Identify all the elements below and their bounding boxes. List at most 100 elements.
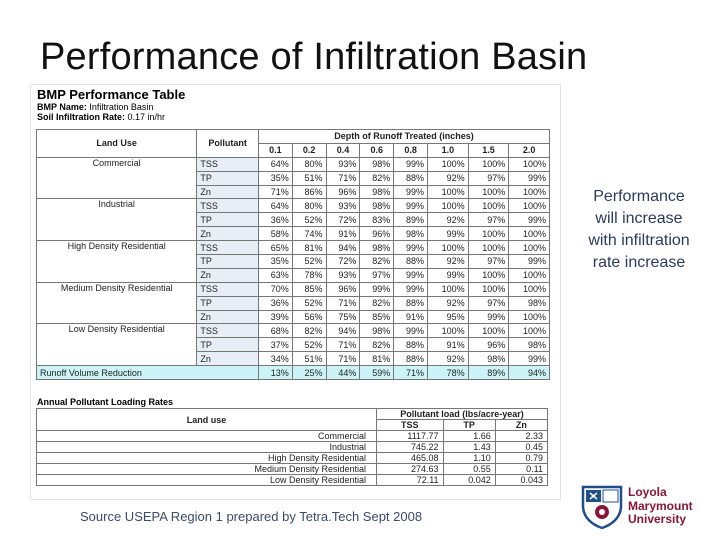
removal-cell: 98%: [393, 226, 429, 242]
removal-cell: 100%: [467, 323, 510, 339]
pollutant-cell: TP: [196, 254, 259, 269]
pollutant-cell: TSS: [196, 156, 259, 172]
removal-cell: 52%: [291, 212, 327, 228]
bmp-performance-table-image: BMP Performance Table BMP Name: Infiltra…: [30, 84, 561, 500]
removal-cell: 99%: [508, 212, 550, 228]
removal-cell: 99%: [508, 254, 550, 269]
table-row: Zn 34% 51% 71% 81% 88% 92% 98% 99%: [37, 351, 550, 367]
pollutant-cell: TSS: [196, 198, 259, 214]
removal-cell: 100%: [427, 323, 469, 339]
bmp-name-value: Infiltration Basin: [89, 102, 154, 112]
header-zn: Zn: [494, 419, 549, 431]
tss-cell: 745.22: [376, 441, 444, 453]
removal-cell: 99%: [393, 240, 429, 256]
removal-cell: 100%: [508, 226, 550, 242]
zn-cell: 0.043: [494, 474, 549, 486]
removal-cell: 82%: [359, 170, 395, 186]
removal-cell: 52%: [291, 337, 327, 353]
removal-cell: 100%: [508, 309, 550, 325]
removal-cell: 100%: [508, 240, 550, 256]
table-row: Industrial TSS 64% 80% 93% 98% 99% 100% 100% 100%: [35, 198, 550, 242]
soil-rate-value: 0.17 in/hr: [127, 112, 166, 122]
table-row: Industrial 745.22 1.43 0.45: [36, 441, 549, 453]
removal-cell: 98%: [359, 184, 395, 200]
pollutant-cell: TP: [196, 295, 259, 311]
loading-table-body: Commercial 1117.77 1.66 2.33 Industrial 745.2…: [36, 430, 549, 486]
removal-cell: 100%: [467, 184, 510, 200]
table-row: Commercial 1117.77 1.66 2.33: [36, 430, 549, 442]
loading-rates-table: Land use Pollutant load (lbs/acre-year) …: [36, 408, 549, 486]
pollutant-cell: Zn: [196, 309, 259, 325]
zn-cell: 0.45: [494, 441, 549, 453]
removal-cell: 89%: [393, 212, 429, 228]
removal-cell: 88%: [393, 295, 429, 311]
table-row: Commercial TSS 64% 80% 93% 98% 99% 100% 100% 100%: [35, 156, 550, 200]
removal-cell: 78%: [291, 267, 327, 283]
removal-cell: 99%: [359, 281, 395, 297]
removal-cell: 98%: [508, 295, 550, 311]
removal-cell: 98%: [359, 198, 395, 214]
university-name-line: Marymount: [628, 498, 693, 513]
table-row: TP 37% 52% 71% 82% 88% 91% 96% 98%: [37, 337, 550, 353]
removal-cell: 99%: [467, 309, 510, 325]
removal-cell: 83%: [359, 212, 395, 228]
removal-cell: 39%: [257, 309, 293, 325]
removal-cell: 100%: [427, 240, 469, 256]
removal-cell: 97%: [467, 295, 510, 311]
runoff-reduction-label: Runoff Volume Reduction: [36, 365, 259, 381]
pollutant-cell: Zn: [196, 226, 259, 242]
table-row: High Density Residential TSS 65% 81% 94% 98% 9…: [35, 240, 550, 283]
removal-cell: 98%: [359, 323, 395, 339]
tss-cell: 72.11: [376, 474, 444, 486]
removal-cell: 99%: [427, 267, 469, 283]
pollutant-cell: TP: [196, 170, 259, 186]
removal-cell: 82%: [359, 295, 395, 311]
tp-cell: 1.43: [442, 441, 496, 453]
removal-cell: 63%: [257, 267, 293, 283]
removal-cell: 82%: [291, 323, 327, 339]
table-row: Zn 39% 56% 75% 85% 91% 95% 99% 100%: [37, 309, 550, 325]
table-row: Medium Density Residential TSS 70% 85% 96% 99…: [35, 281, 550, 325]
removal-cell: 80%: [291, 198, 327, 214]
removal-cell: 100%: [467, 198, 510, 214]
table-row: Medium Density Residential 274.63 0.55 0.11: [36, 463, 549, 475]
removal-cell: 98%: [359, 240, 395, 256]
university-crest-icon: [581, 485, 623, 530]
bmp-name-line: BMP Name: Infiltration Basin: [37, 102, 185, 112]
removal-cell: 100%: [508, 267, 550, 283]
removal-cell: 100%: [427, 184, 469, 200]
removal-cell: 98%: [467, 351, 510, 367]
table-row: TP 35% 52% 72% 82% 88% 92% 97% 99%: [37, 254, 550, 269]
slide-title: Performance of Infiltration Basin: [40, 36, 588, 78]
removal-cell: 58%: [257, 226, 293, 242]
removal-cell: 96%: [359, 226, 395, 242]
table-row: TP 36% 52% 72% 83% 89% 92% 97% 99%: [37, 212, 550, 228]
bmp-name-label: BMP Name:: [37, 102, 87, 112]
removal-cell: 71%: [325, 351, 361, 367]
removal-cell: 92%: [427, 295, 469, 311]
removal-cell: 93%: [325, 156, 361, 172]
runoff-reduction-cell: 78%: [427, 365, 469, 381]
removal-cell: 56%: [291, 309, 327, 325]
pollutant-cell: Zn: [196, 267, 259, 283]
header-depth: Depth of Runoff Treated (inches): [257, 129, 551, 144]
removal-cell: 100%: [467, 281, 510, 297]
tp-cell: 1.10: [442, 452, 496, 464]
removal-cell: 100%: [508, 323, 550, 339]
removal-cell: 98%: [508, 337, 550, 353]
university-name-line: University: [628, 512, 687, 526]
runoff-reduction-cell: 89%: [467, 365, 510, 381]
side-note: Performance will increase with infiltrat…: [588, 188, 690, 271]
tp-cell: 0.042: [442, 474, 496, 486]
runoff-reduction-cell: 94%: [508, 365, 550, 381]
removal-cell: 99%: [393, 267, 429, 283]
removal-cell: 97%: [467, 254, 510, 269]
removal-cell: 71%: [257, 184, 293, 200]
table-row: Low Density Residential 72.11 0.042 0.043: [36, 474, 549, 486]
zn-cell: 0.11: [494, 463, 549, 475]
removal-cell: 74%: [291, 226, 327, 242]
tss-cell: 274.63: [376, 463, 444, 475]
depth-header: 0.8: [393, 142, 429, 158]
removal-cell: 96%: [467, 337, 510, 353]
table-row: High Density Residential 465.08 1.10 0.79: [36, 452, 549, 464]
